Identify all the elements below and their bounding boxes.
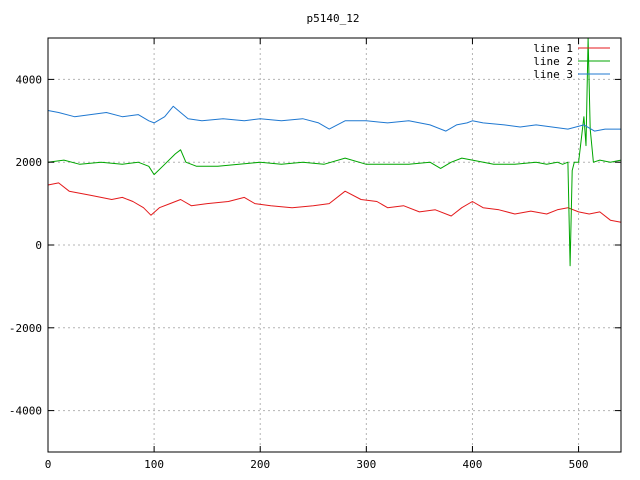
legend-label: line 2 (533, 55, 573, 68)
axis-ticks: 0 100 200 300 400 500 -4000 -2000 0 2000 4000 (9, 38, 621, 471)
y-tick-label: 4000 (16, 73, 43, 86)
x-tick-label: 500 (569, 458, 589, 471)
x-tick-label: 200 (250, 458, 270, 471)
x-tick-label: 400 (463, 458, 483, 471)
series-line-3 (47, 105, 621, 132)
x-tick-label: 100 (144, 458, 164, 471)
series-line-1 (47, 182, 622, 223)
legend-label: line 3 (533, 68, 573, 81)
y-tick-label: -4000 (9, 405, 42, 418)
y-tick-label: 0 (35, 239, 42, 252)
grid (48, 38, 621, 452)
y-tick-label: -2000 (9, 322, 42, 335)
legend-label: line 1 (533, 42, 573, 55)
chart-title: p5140_12 (307, 12, 360, 25)
x-tick-label: 0 (45, 458, 52, 471)
plot-series (47, 37, 622, 267)
y-tick-label: 2000 (16, 156, 43, 169)
series-line-2 (47, 37, 622, 267)
x-tick-label: 300 (356, 458, 376, 471)
